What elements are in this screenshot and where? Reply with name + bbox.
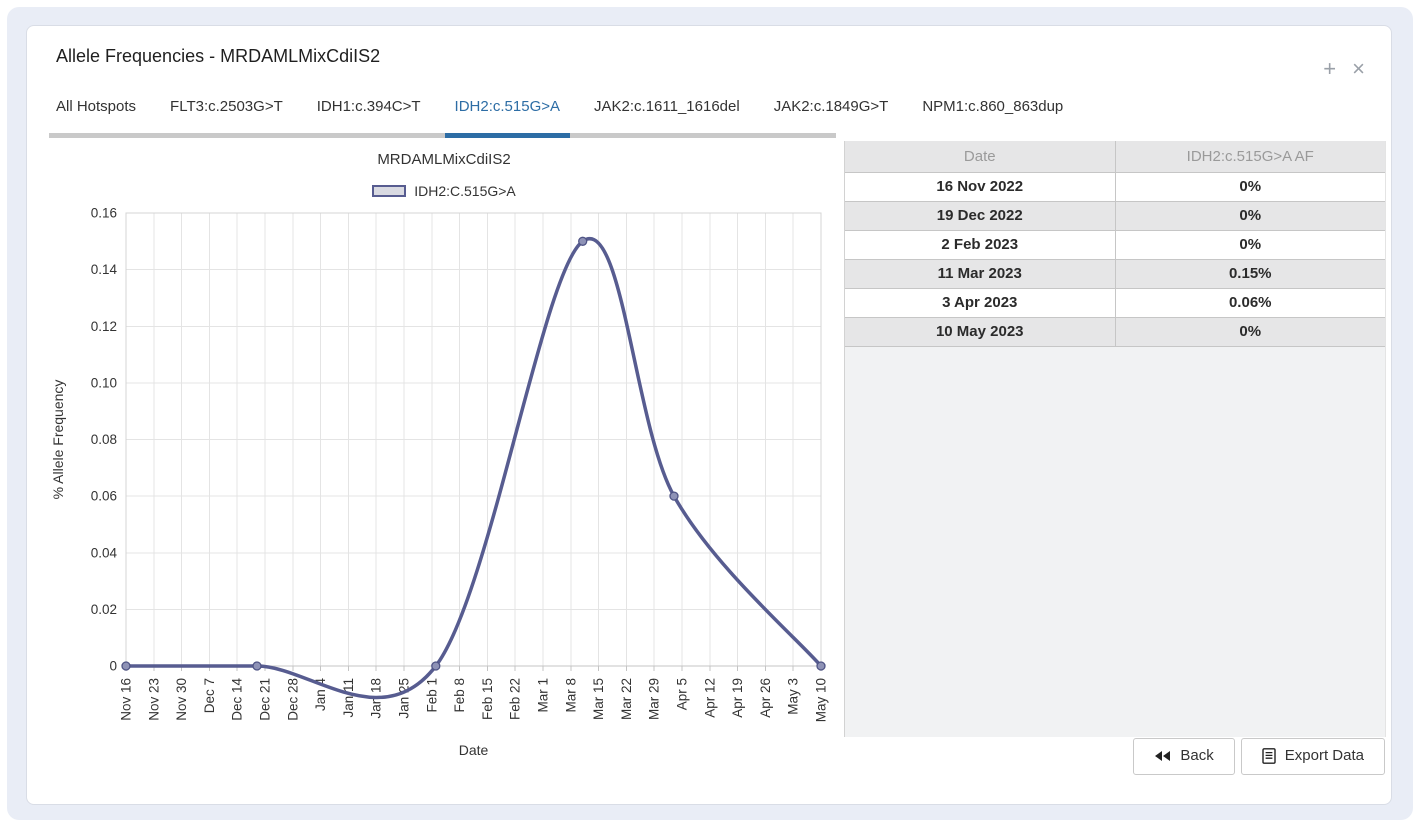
chart-panel: MRDAMLMixCdiIS2 IDH2:C.515G>A 0 0.02 0.04 0… [49,141,839,773]
table-row: 16 Nov 2022 0% [845,172,1385,202]
back-button[interactable]: Back [1133,738,1235,775]
svg-text:Apr 12: Apr 12 [702,678,717,718]
tab-idh2-c-515g-a[interactable]: IDH2:c.515G>A [454,98,561,115]
cell-af-value: 0.06% [1114,288,1385,318]
af-series-line [124,237,823,700]
hotspot-tabbar: All Hotspots FLT3:c.2503G>T IDH1:c.394C>T I… [56,98,1063,115]
window-controls: + × [1323,58,1365,80]
y-axis-labels: 0 0.02 0.04 0.06 0.08 0.10 0.12 0.14 0.16 [91,206,118,674]
svg-text:0.06: 0.06 [91,489,117,504]
tab-flt3-c-2503g-t[interactable]: FLT3:c.2503G>T [170,98,283,115]
back-icon [1154,750,1171,762]
af-table-panel: Date IDH2:c.515G>A AF 16 Nov 2022 0% 19 Dec … [844,141,1386,737]
svg-text:May 10: May 10 [814,678,829,722]
svg-text:Jan 25: Jan 25 [397,678,412,719]
tab-npm1-c-860-863dup[interactable]: NPM1:c.860_863dup [922,98,1064,115]
active-tab-indicator [445,133,570,138]
svg-text:0.04: 0.04 [91,545,118,560]
tab-jak2-c-1611-1616del[interactable]: JAK2:c.1611_1616del [594,98,740,115]
data-point [669,491,679,501]
cell-date: 11 Mar 2023 [845,259,1115,289]
export-data-button[interactable]: Export Data [1240,738,1385,775]
cell-date: 10 May 2023 [845,317,1115,347]
svg-text:Mar 15: Mar 15 [591,678,606,720]
table-row: 2 Feb 2023 0% [845,230,1385,260]
footer-toolbar: Back Export Data [1133,738,1385,775]
svg-text:Nov 30: Nov 30 [174,678,189,721]
svg-text:Mar 1: Mar 1 [536,678,551,713]
chart-legend[interactable]: IDH2:C.515G>A [49,183,839,199]
page-title: Allele Frequencies - MRDAMLMixCdiIS2 [56,46,381,66]
close-icon[interactable]: × [1352,56,1365,81]
svg-text:Feb 22: Feb 22 [508,678,523,720]
svg-text:0.02: 0.02 [91,602,117,617]
export-document-icon [1262,748,1276,765]
chart-title: MRDAMLMixCdiIS2 [377,151,511,168]
data-point [431,661,441,671]
svg-text:Dec 14: Dec 14 [230,678,245,721]
table-header-af: IDH2:c.515G>A AF [1114,141,1385,173]
svg-text:Feb 1: Feb 1 [424,678,439,713]
cell-date: 19 Dec 2022 [845,201,1115,231]
svg-text:Nov 16: Nov 16 [119,678,134,721]
cell-af-value: 0% [1114,230,1385,260]
svg-text:Feb 15: Feb 15 [480,678,495,720]
table-row: 19 Dec 2022 0% [845,201,1385,231]
page-background: Allele Frequencies - MRDAMLMixCdiIS2 + ×… [7,7,1413,820]
add-icon[interactable]: + [1323,56,1337,81]
svg-text:Dec 7: Dec 7 [202,678,217,713]
cell-af-value: 0.15% [1114,259,1385,289]
data-point [816,661,826,671]
table-row: 10 May 2023 0% [845,317,1385,347]
svg-text:0.16: 0.16 [91,206,117,221]
cell-date: 16 Nov 2022 [845,172,1115,202]
tabbar-divider [49,133,836,138]
app-window: Allele Frequencies - MRDAMLMixCdiIS2 + ×… [26,25,1392,805]
svg-text:0.08: 0.08 [91,432,117,447]
x-axis-title: Date [459,742,489,758]
legend-swatch-icon [372,185,407,197]
cell-af-value: 0% [1114,317,1385,347]
svg-text:Nov 23: Nov 23 [146,678,161,721]
tab-all-hotspots[interactable]: All Hotspots [56,98,137,115]
svg-text:Mar 22: Mar 22 [619,678,634,720]
legend-label: IDH2:C.515G>A [414,183,516,199]
af-table: Date IDH2:c.515G>A AF 16 Nov 2022 0% 19 Dec … [845,141,1385,347]
data-point [578,236,588,246]
cell-af-value: 0% [1114,172,1385,202]
svg-text:Dec 28: Dec 28 [285,678,300,721]
svg-text:Apr 26: Apr 26 [758,678,773,718]
table-row: 11 Mar 2023 0.15% [845,259,1385,289]
svg-text:0.12: 0.12 [91,319,117,334]
svg-text:Jan 11: Jan 11 [341,678,356,718]
svg-text:0.14: 0.14 [91,262,118,277]
svg-text:Feb 8: Feb 8 [452,678,467,713]
svg-text:Dec 21: Dec 21 [258,678,273,721]
export-button-label: Export Data [1284,747,1364,764]
table-header-date: Date [845,141,1115,173]
data-point [252,661,262,671]
data-point [121,661,131,671]
cell-date: 3 Apr 2023 [845,288,1115,318]
back-button-label: Back [1180,747,1214,764]
svg-text:Apr 5: Apr 5 [675,678,690,710]
data-point-markers[interactable] [121,236,826,671]
svg-text:Apr 19: Apr 19 [730,678,745,718]
cell-date: 2 Feb 2023 [845,230,1115,260]
tab-jak2-c-1849g-t[interactable]: JAK2:c.1849G>T [773,98,889,115]
table-row: 3 Apr 2023 0.06% [845,288,1385,318]
svg-text:Mar 8: Mar 8 [563,678,578,713]
x-axis-labels: Nov 16 Nov 23 Nov 30 Dec 7 Dec 14 Dec 21 Dec 2… [119,678,829,723]
y-axis-title: % Allele Frequency [50,380,66,500]
svg-text:Mar 29: Mar 29 [647,678,662,720]
chart-gridlines [125,212,822,671]
tab-idh1-c-394c-t[interactable]: IDH1:c.394C>T [316,98,421,115]
svg-text:May 3: May 3 [786,678,801,715]
svg-text:0: 0 [109,659,117,674]
svg-text:0.10: 0.10 [91,375,117,390]
cell-af-value: 0% [1114,201,1385,231]
